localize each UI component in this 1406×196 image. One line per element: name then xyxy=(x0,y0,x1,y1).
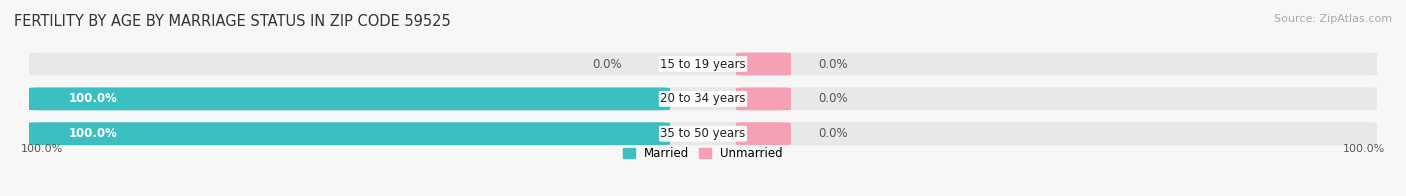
Text: 100.0%: 100.0% xyxy=(69,127,117,140)
Text: 0.0%: 0.0% xyxy=(592,58,621,71)
Text: 100.0%: 100.0% xyxy=(1343,144,1385,154)
Text: 0.0%: 0.0% xyxy=(818,92,848,105)
Text: 20 to 34 years: 20 to 34 years xyxy=(661,92,745,105)
Text: FERTILITY BY AGE BY MARRIAGE STATUS IN ZIP CODE 59525: FERTILITY BY AGE BY MARRIAGE STATUS IN Z… xyxy=(14,14,451,29)
Text: 0.0%: 0.0% xyxy=(818,58,848,71)
Legend: Married, Unmarried: Married, Unmarried xyxy=(623,147,783,160)
FancyBboxPatch shape xyxy=(30,53,1376,75)
FancyBboxPatch shape xyxy=(30,87,671,110)
FancyBboxPatch shape xyxy=(735,87,792,110)
FancyBboxPatch shape xyxy=(735,122,792,145)
Text: 0.0%: 0.0% xyxy=(818,127,848,140)
Text: 100.0%: 100.0% xyxy=(21,144,63,154)
Text: Source: ZipAtlas.com: Source: ZipAtlas.com xyxy=(1274,14,1392,24)
Text: 35 to 50 years: 35 to 50 years xyxy=(661,127,745,140)
Text: 100.0%: 100.0% xyxy=(69,92,117,105)
FancyBboxPatch shape xyxy=(30,122,671,145)
FancyBboxPatch shape xyxy=(30,87,1376,110)
Text: 15 to 19 years: 15 to 19 years xyxy=(661,58,745,71)
FancyBboxPatch shape xyxy=(30,122,1376,145)
FancyBboxPatch shape xyxy=(735,53,792,75)
